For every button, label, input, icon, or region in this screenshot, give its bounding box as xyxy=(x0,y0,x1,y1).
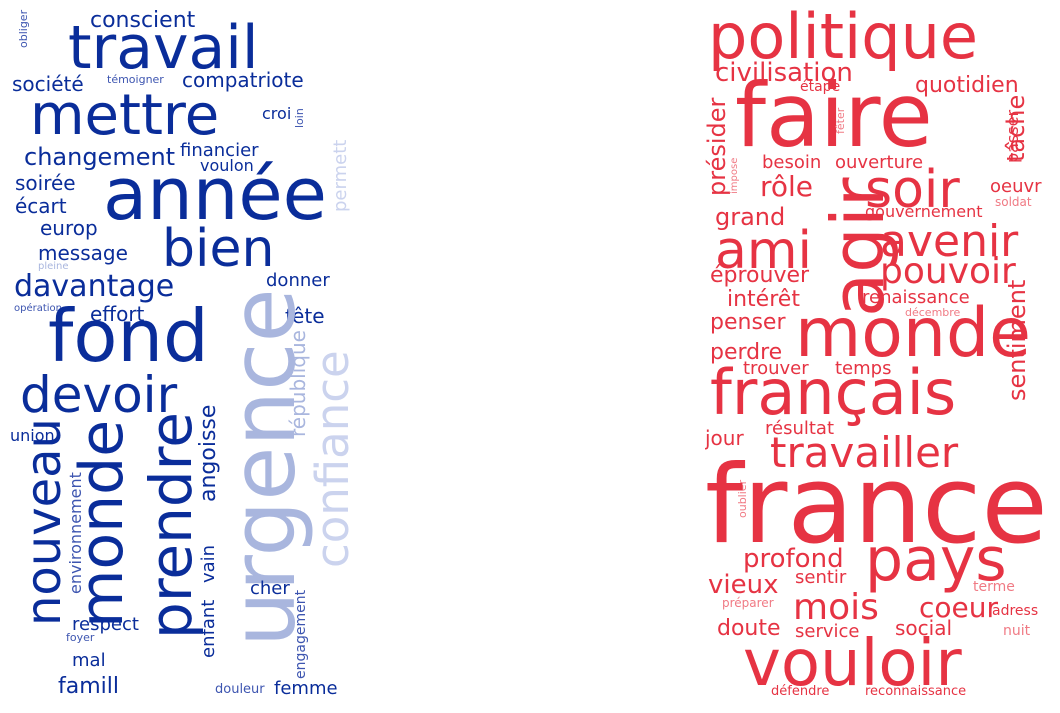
right-cloud-word-sentir: sentir xyxy=(795,567,847,588)
left-cloud-word-prendre: prendre xyxy=(137,412,205,639)
right-cloud-word-social: social xyxy=(895,616,953,640)
right-cloud-word-coeur: coeur xyxy=(919,591,999,624)
left-cloud-word-fete: fête xyxy=(285,304,325,328)
right-cloud-word-adress: adress xyxy=(992,603,1039,619)
right-cloud-word-pays: pays xyxy=(865,525,1007,595)
left-cloud-word-loin: loin xyxy=(293,108,306,128)
right-cloud-word-presider: présider xyxy=(705,97,731,196)
left-cloud-word-message: message xyxy=(38,241,128,265)
right-cloud-word-resultat: résultat xyxy=(765,418,835,439)
left-cloud-word-obliger: obliger xyxy=(17,9,30,48)
right-cloud-word-quotidien: quotidien xyxy=(915,73,1019,98)
right-cloud-word-preparer: préparer xyxy=(722,596,774,610)
right-cloud-word-vouloir: vouloir xyxy=(743,627,962,700)
right-cloud-word-trouver: trouver xyxy=(743,358,809,379)
right-cloud-word-besoin: besoin xyxy=(762,152,822,173)
right-cloud-word-profond: profond xyxy=(743,544,844,574)
right-cloud-word-monde: monde xyxy=(795,294,1031,373)
left-cloud-word-vain: vain xyxy=(198,544,219,583)
left-cloud-word-societe: société xyxy=(12,72,84,96)
left-cloud-word-croi: croi xyxy=(262,104,292,123)
right-cloud-word-ouverture: ouverture xyxy=(835,152,924,173)
right-cloud-word-temps: temps xyxy=(835,358,892,379)
right-cloud-word-service: service xyxy=(795,621,860,642)
right-cloud-word-politique: politique xyxy=(708,0,979,73)
right-cloud-word-faire: faire xyxy=(735,64,933,167)
left-cloud-word-mal: mal xyxy=(72,650,106,671)
left-cloud-word-bien: bien xyxy=(162,219,275,279)
right-cloud-word-ami: ami xyxy=(715,221,812,281)
right-cloud-word-mois: mois xyxy=(793,587,879,628)
left-cloud-word-ecart: écart xyxy=(15,194,67,218)
right-cloud-word-etape: étape xyxy=(800,79,841,95)
right-cloud-word-francais: français xyxy=(710,356,957,429)
left-cloud-word-donner: donner xyxy=(266,270,330,291)
left-cloud-word-femme: femme xyxy=(274,678,338,699)
left-cloud-word-operation: opération xyxy=(14,303,63,314)
left-cloud-word-enfant: enfant xyxy=(198,599,219,658)
left-cloud-word-soiree: soirée xyxy=(15,171,76,195)
right-cloud-word-decembre: décembre xyxy=(905,306,961,319)
left-cloud-word-temoigner: témoigner xyxy=(107,73,164,86)
left-cloud-word-respect: respect xyxy=(72,614,139,635)
left-cloud-word-douleur: douleur xyxy=(215,682,265,697)
left-cloud-word-nouveau: nouveau xyxy=(16,418,72,626)
right-cloud-word-gouvernement: gouvernement xyxy=(865,202,983,221)
left-cloud-word-union: union xyxy=(10,426,55,445)
right-cloud-word-reconnaissance: reconnaissance xyxy=(865,684,967,699)
right-cloud-word-avenir: avenir xyxy=(880,216,1019,267)
left-cloud-word-environnement: environnement xyxy=(66,472,85,594)
left-cloud-word-conscient: conscient xyxy=(90,8,196,33)
right-cloud-word-france: france xyxy=(705,443,1048,568)
right-word-cloud: politique civilisation quotidien étape faire… xyxy=(705,0,1050,700)
left-cloud-word-financier: financier xyxy=(180,140,259,161)
right-cloud-word-travailler: travailler xyxy=(770,428,959,477)
left-cloud-word-foyer: foyer xyxy=(66,631,95,644)
left-cloud-word-pleine: pleine xyxy=(38,261,69,272)
right-cloud-word-eprouver: éprouver xyxy=(710,263,810,288)
right-cloud-word-passer: passer xyxy=(1003,109,1022,163)
left-cloud-word-europ: europ xyxy=(40,216,98,240)
right-cloud-word-oeuvr: oeuvr xyxy=(990,176,1042,197)
left-cloud-word-engagement: engagement xyxy=(293,589,309,679)
right-cloud-word-grand: grand xyxy=(715,203,786,231)
right-cloud-word-perdre: perdre xyxy=(710,340,783,365)
left-cloud-word-changement: changement xyxy=(24,143,176,171)
left-cloud-word-permett: permett xyxy=(330,139,351,212)
left-cloud-word-cher: cher xyxy=(250,578,290,599)
right-cloud-word-soldat: soldat xyxy=(995,195,1032,209)
right-cloud-word-role: rôle xyxy=(760,170,814,203)
left-cloud-word-mettre: mettre xyxy=(30,83,220,148)
right-cloud-word-penser: penser xyxy=(710,310,786,335)
left-cloud-word-davantage: davantage xyxy=(14,269,175,304)
right-cloud-word-sentiment: sentiment xyxy=(1003,279,1031,401)
left-cloud-word-famill: famill xyxy=(58,674,119,699)
right-cloud-word-vieux: vieux xyxy=(708,570,779,600)
right-cloud-word-civilisation: civilisation xyxy=(715,58,853,88)
left-word-cloud: obliger conscient travail société témoigner c… xyxy=(10,0,355,700)
right-cloud-word-terme: terme xyxy=(973,579,1015,595)
right-cloud-word-renaissance: renaissance xyxy=(862,287,970,308)
right-cloud-word-doute: doute xyxy=(717,616,781,641)
left-cloud-word-compatriote: compatriote xyxy=(182,68,304,92)
right-cloud-word-pouvoir: pouvoir xyxy=(880,251,1016,292)
left-cloud-word-annee: année xyxy=(103,152,327,236)
right-cloud-word-soir: soir xyxy=(865,160,960,220)
right-cloud-word-interet: intérêt xyxy=(727,287,800,312)
right-cloud-word-impose: impose xyxy=(729,157,740,194)
left-cloud-word-voulon: voulon xyxy=(200,156,254,175)
right-cloud-word-nuit: nuit xyxy=(1003,623,1031,639)
left-cloud-word-travail: travail xyxy=(68,13,259,83)
right-cloud-word-jour: jour xyxy=(705,426,744,450)
left-cloud-word-fond: fond xyxy=(48,294,209,378)
right-cloud-word-feter: fêter xyxy=(834,107,847,134)
right-cloud-word-defendre: défendre xyxy=(771,684,830,699)
left-cloud-word-confiance: confiance xyxy=(306,350,355,568)
left-cloud-word-effort: effort xyxy=(90,302,145,326)
left-cloud-word-devoir: devoir xyxy=(20,366,178,424)
